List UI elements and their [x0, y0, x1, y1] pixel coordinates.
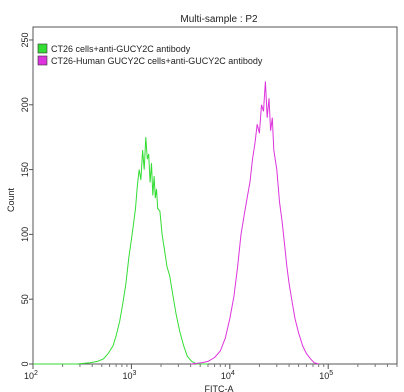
y-tick-label: 200 — [20, 97, 30, 112]
x-axis: 102 103 104 105 — [24, 364, 398, 381]
chart-title: Multi-sample : P2 — [180, 14, 258, 25]
legend-label: CT26 cells+anti-GUCY2C antibody — [51, 44, 191, 54]
legend: CT26 cells+anti-GUCY2C antibody CT26-Huma… — [37, 43, 263, 66]
x-tick-label: 103 — [122, 370, 136, 381]
x-axis-label: FITC-A — [205, 384, 234, 392]
legend-swatch — [37, 55, 48, 66]
x-tick-label: 102 — [24, 370, 38, 381]
series-layer — [33, 81, 319, 365]
y-axis: 0 50 100 150 200 250 — [20, 32, 33, 367]
y-tick-label: 100 — [20, 227, 30, 242]
y-tick-label: 50 — [20, 294, 30, 304]
x-tick-label: 105 — [319, 370, 333, 381]
y-tick-label: 250 — [20, 32, 30, 47]
legend-swatch — [37, 43, 48, 54]
x-tick-label: 104 — [221, 370, 235, 381]
legend-label: CT26-Human GUCY2C cells+anti-GUCY2C anti… — [51, 56, 263, 66]
series-line-2 — [190, 81, 319, 365]
y-axis-label: Count — [6, 188, 16, 213]
y-tick-label: 0 — [20, 361, 30, 366]
series-line-1 — [33, 137, 208, 365]
y-tick-label: 150 — [20, 162, 30, 177]
